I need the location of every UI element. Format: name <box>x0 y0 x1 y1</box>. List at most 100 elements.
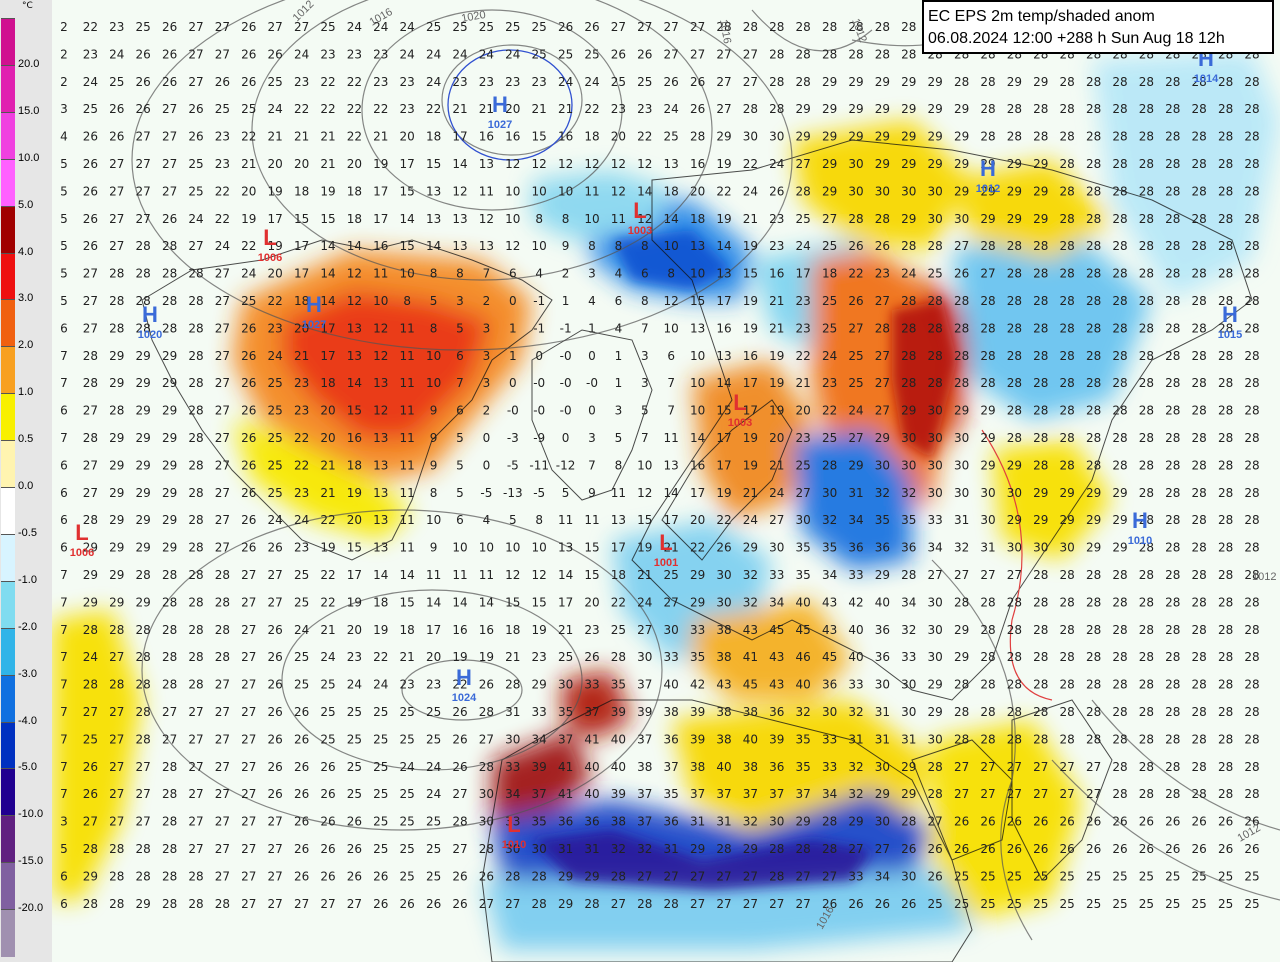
temperature-value: 28 <box>1192 157 1207 171</box>
temperature-value: 28 <box>1165 349 1180 363</box>
temperature-value: 24 <box>848 404 863 418</box>
temperature-value: 6 <box>60 458 68 472</box>
temperature-value: 19 <box>241 212 256 226</box>
temperature-value: 24 <box>294 47 309 61</box>
temperature-value: 25 <box>1033 897 1048 911</box>
temperature-value: 28 <box>109 869 124 883</box>
temperature-value: 28 <box>136 267 151 281</box>
temperature-value: 20 <box>268 157 283 171</box>
temperature-value: 20 <box>320 431 335 445</box>
temperature-value: 26 <box>320 760 335 774</box>
high-pressure-marker: H <box>1132 508 1148 533</box>
temperature-value: 14 <box>716 239 731 253</box>
temperature-value: 28 <box>1112 678 1127 692</box>
temperature-value: 28 <box>611 869 626 883</box>
temperature-value: 28 <box>980 376 995 390</box>
temperature-value: 28 <box>1007 678 1022 692</box>
temperature-value: 17 <box>743 404 758 418</box>
temperature-value: 27 <box>215 787 230 801</box>
temperature-value: 27 <box>954 239 969 253</box>
temperature-value: 26 <box>1192 842 1207 856</box>
isobar-azores-1020 <box>281 589 583 771</box>
temperature-value: 14 <box>373 568 388 582</box>
temperature-value: 28 <box>162 595 177 609</box>
temperature-value: 8 <box>615 239 623 253</box>
temperature-value: 24 <box>426 47 441 61</box>
temperature-value: 35 <box>532 815 547 829</box>
temperature-value: 23 <box>796 294 811 308</box>
temperature-value: 29 <box>822 102 837 116</box>
temperature-value: -12 <box>556 458 576 472</box>
temperature-value: 38 <box>716 623 731 637</box>
temperature-value: 24 <box>452 47 467 61</box>
temperature-value: 28 <box>1244 787 1259 801</box>
temperature-value: 28 <box>1244 376 1259 390</box>
temperature-value: 19 <box>743 294 758 308</box>
temperature-value: 29 <box>980 431 995 445</box>
temperature-value: 33 <box>822 760 837 774</box>
temperature-value: 29 <box>136 541 151 555</box>
temperature-value: 27 <box>241 760 256 774</box>
anomaly-yellow-india <box>932 720 1082 920</box>
temperature-value: 41 <box>584 732 599 746</box>
temperature-value: 26 <box>1218 815 1233 829</box>
temperature-value: 29 <box>136 595 151 609</box>
isobar-1016 <box>251 0 713 281</box>
pressure-value: 1010 <box>1128 535 1152 547</box>
temperature-value: 28 <box>109 678 124 692</box>
temperature-value: 18 <box>294 184 309 198</box>
temperature-value: 10 <box>690 267 705 281</box>
temperature-value: 24 <box>215 239 230 253</box>
temperature-value: 10 <box>637 458 652 472</box>
temperature-value: 25 <box>1112 897 1127 911</box>
temperature-value: 30 <box>848 157 863 171</box>
temperature-value: 27 <box>83 486 98 500</box>
temperature-value: 28 <box>1244 431 1259 445</box>
temperature-value: 28 <box>1033 732 1048 746</box>
temperature-value: 26 <box>294 705 309 719</box>
temperature-value: 27 <box>1086 787 1101 801</box>
temperature-value: 28 <box>954 321 969 335</box>
temperature-value: 25 <box>268 404 283 418</box>
temperature-value: 10 <box>532 541 547 555</box>
temperature-value: 28 <box>822 47 837 61</box>
temperature-value: 28 <box>743 20 758 34</box>
temperature-value: 28 <box>1165 404 1180 418</box>
temperature-value: 26 <box>848 239 863 253</box>
temperature-value: 15 <box>584 541 599 555</box>
temperature-value: 38 <box>664 705 679 719</box>
temperature-value: 25 <box>320 678 335 692</box>
map-title-box: EC EPS 2m temp/shaded anom 06.08.2024 12… <box>922 0 1274 54</box>
temperature-value: 26 <box>268 678 283 692</box>
temperature-value: 28 <box>1112 760 1127 774</box>
temperature-value: 12 <box>637 212 652 226</box>
temperature-value: 26 <box>294 760 309 774</box>
temperature-value: 41 <box>743 650 758 664</box>
temperature-value: 11 <box>479 568 494 582</box>
anomaly-yellow-siberia <box>792 120 972 250</box>
temperature-value: 27 <box>136 212 151 226</box>
temperature-value: 28 <box>1112 568 1127 582</box>
temperature-value: 11 <box>400 321 415 335</box>
temperature-value: 28 <box>479 842 494 856</box>
temperature-value: 28 <box>1192 595 1207 609</box>
temperature-value: 29 <box>109 349 124 363</box>
temperature-value: 28 <box>109 321 124 335</box>
temperature-value: 28 <box>1165 431 1180 445</box>
temperature-value: 28 <box>83 897 98 911</box>
temperature-value: 28 <box>716 842 731 856</box>
temperature-value: 41 <box>558 760 573 774</box>
temperature-value: 29 <box>162 376 177 390</box>
temperature-value: 25 <box>347 787 362 801</box>
temperature-value: 28 <box>796 75 811 89</box>
temperature-value: 28 <box>1218 568 1233 582</box>
legend-tick-label: -10.0 <box>18 808 44 821</box>
temperature-value: 31 <box>954 513 969 527</box>
temperature-value: 29 <box>162 458 177 472</box>
temperature-value: 28 <box>1165 732 1180 746</box>
temperature-value: 28 <box>83 376 98 390</box>
temperature-value: 25 <box>294 650 309 664</box>
temperature-value: 21 <box>241 157 256 171</box>
temperature-value: 17 <box>268 212 283 226</box>
temperature-value: 27 <box>215 678 230 692</box>
